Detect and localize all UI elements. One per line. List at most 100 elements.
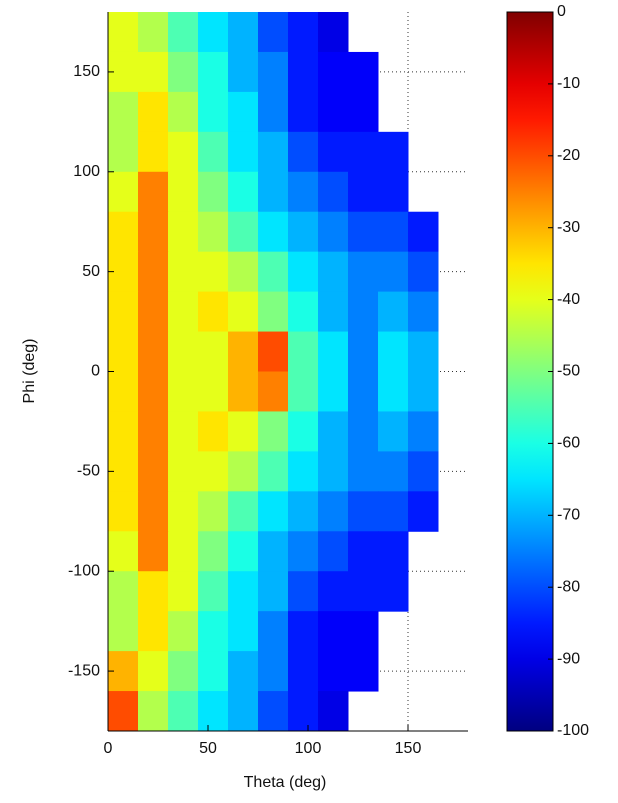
heatmap-cell [318, 371, 349, 412]
heatmap-cell [348, 291, 379, 333]
heatmap-cell [198, 411, 229, 452]
heatmap-cell [258, 371, 289, 412]
heatmap-cell [288, 251, 319, 293]
heatmap-cell [168, 51, 199, 93]
heatmap-cell [378, 411, 409, 452]
heatmap-cell [408, 251, 439, 293]
heatmap [108, 12, 439, 732]
heatmap-cell [378, 131, 409, 173]
heatmap-cell [168, 611, 199, 652]
heatmap-cell [258, 91, 289, 133]
heatmap-cell [168, 91, 199, 133]
heatmap-cell [408, 291, 439, 333]
heatmap-cell [288, 491, 319, 532]
heatmap-cell [288, 331, 319, 372]
heatmap-cell [288, 651, 319, 692]
y-tick-label: -150 [68, 662, 100, 679]
colorbar-tick-label: -60 [557, 435, 580, 452]
heatmap-cell [228, 611, 259, 652]
x-tick-label: 150 [395, 740, 422, 757]
heatmap-cell [228, 691, 259, 732]
heatmap-cell [198, 371, 229, 412]
heatmap-cell [108, 411, 139, 452]
heatmap-cell [168, 371, 199, 412]
heatmap-cell [348, 171, 379, 213]
colorbar-tick-label: -40 [557, 291, 580, 308]
heatmap-cell [198, 251, 229, 293]
heatmap-cell [288, 611, 319, 652]
y-tick-label: 150 [73, 63, 100, 80]
heatmap-cell [108, 291, 139, 333]
heatmap-cell [378, 211, 409, 253]
heatmap-cell [318, 651, 349, 692]
heatmap-cell [108, 12, 139, 53]
colorbar-tick-label: -70 [557, 507, 580, 524]
heatmap-cell [348, 131, 379, 173]
heatmap-cell [228, 251, 259, 293]
heatmap-cell [348, 611, 379, 652]
heatmap-cell [138, 331, 169, 372]
y-tick-label: -50 [77, 463, 100, 480]
heatmap-cell [348, 451, 379, 492]
heatmap-cell [168, 251, 199, 293]
heatmap-cell [318, 531, 349, 572]
heatmap-cell [138, 251, 169, 293]
heatmap-cell [198, 171, 229, 213]
heatmap-cell [228, 651, 259, 692]
y-tick-label: 0 [91, 363, 100, 380]
heatmap-cell [348, 331, 379, 372]
heatmap-cell [138, 451, 169, 492]
heatmap-cell [168, 291, 199, 333]
colorbar-tick-label: -90 [557, 650, 580, 667]
heatmap-cell [258, 571, 289, 612]
heatmap-cell [408, 451, 439, 492]
heatmap-cell [168, 12, 199, 53]
heatmap-cell [378, 451, 409, 492]
heatmap-cell [288, 691, 319, 732]
colorbar-tick-label: -10 [557, 75, 580, 92]
heatmap-cell [318, 331, 349, 372]
heatmap-cell [288, 12, 319, 53]
heatmap-cell [168, 571, 199, 612]
heatmap-cell [138, 12, 169, 53]
heatmap-cell [318, 211, 349, 253]
colorbar-tick-label: -20 [557, 147, 580, 164]
y-tick-label: 100 [73, 163, 100, 180]
heatmap-cell [348, 251, 379, 293]
heatmap-cell [258, 291, 289, 333]
heatmap-cell [138, 371, 169, 412]
heatmap-cell [318, 451, 349, 492]
heatmap-cell [108, 331, 139, 372]
heatmap-cell [198, 51, 229, 93]
heatmap-cell [108, 171, 139, 213]
heatmap-cell [228, 411, 259, 452]
heatmap-cell [228, 371, 259, 412]
heatmap-cell [258, 611, 289, 652]
heatmap-cell [318, 571, 349, 612]
heatmap-cell [378, 251, 409, 293]
heatmap-cell [318, 12, 349, 53]
x-axis-label: Theta (deg) [244, 774, 327, 791]
heatmap-cell [138, 491, 169, 532]
heatmap-cell [378, 491, 409, 532]
heatmap-cell [198, 211, 229, 253]
heatmap-cell [318, 51, 349, 93]
heatmap-cell [408, 211, 439, 253]
heatmap-cell [258, 691, 289, 732]
heatmap-cell [228, 211, 259, 253]
heatmap-cell [198, 531, 229, 572]
heatmap-cell [378, 531, 409, 572]
heatmap-cell [198, 491, 229, 532]
heatmap-cell [168, 451, 199, 492]
heatmap-cell [168, 531, 199, 572]
heatmap-cell [348, 51, 379, 93]
heatmap-cell [288, 291, 319, 333]
heatmap-cell [408, 331, 439, 372]
heatmap-cell [258, 171, 289, 213]
heatmap-cell [288, 371, 319, 412]
heatmap-cell [168, 491, 199, 532]
heatmap-cell [198, 451, 229, 492]
heatmap-cell [138, 51, 169, 93]
heatmap-cell [228, 91, 259, 133]
